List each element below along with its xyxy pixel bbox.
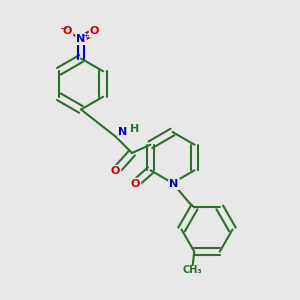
- Text: N: N: [118, 127, 127, 137]
- Text: N: N: [169, 179, 178, 189]
- Text: O: O: [111, 166, 120, 176]
- Text: O: O: [90, 26, 99, 37]
- Text: −: −: [60, 24, 68, 34]
- Text: CH₃: CH₃: [183, 266, 203, 275]
- Text: N: N: [76, 34, 85, 44]
- Text: O: O: [131, 179, 140, 189]
- Text: O: O: [63, 26, 72, 37]
- Text: H: H: [130, 124, 140, 134]
- Text: +: +: [82, 31, 89, 40]
